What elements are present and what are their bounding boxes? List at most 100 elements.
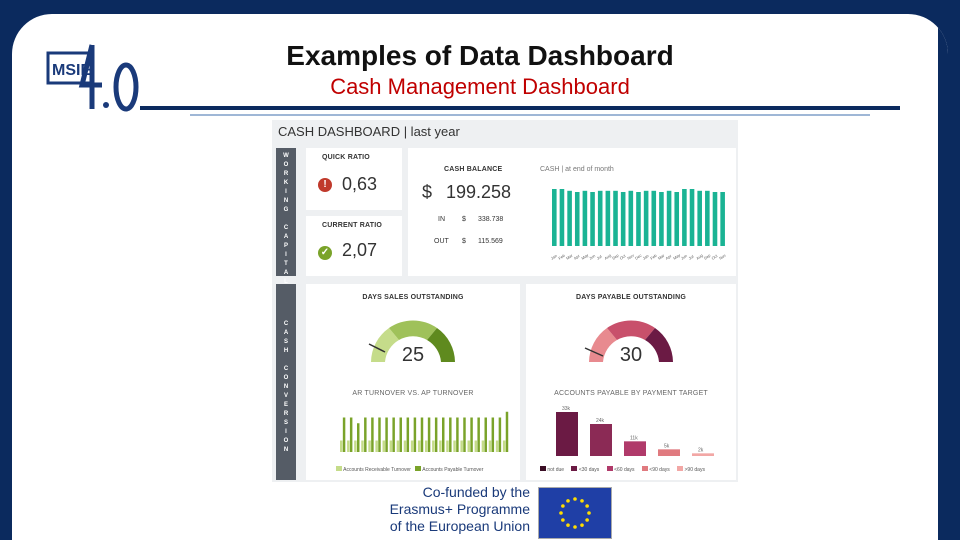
payable-data-label: 2k	[698, 447, 704, 453]
dpo-label: DAYS PAYABLE OUTSTANDING	[576, 294, 686, 301]
payable-data-label: 33k	[562, 406, 571, 412]
eu-flag-icon	[538, 487, 612, 539]
payable-chart: 33k 24k 11k 5k 2k	[556, 406, 714, 456]
eu-star	[566, 499, 570, 503]
ap-bar	[442, 417, 445, 452]
ar-bar	[439, 440, 442, 452]
ar-bar	[389, 440, 393, 452]
dso-card: DAYS SALES OUTSTANDING 25 AR TURNOVER VS…	[306, 284, 520, 480]
ar-bar	[474, 440, 478, 452]
payable-bar	[658, 449, 680, 456]
ap-bar	[413, 417, 417, 452]
sidebar-working-capital: W O R K I N G C A P I T A L	[276, 148, 296, 285]
frame-border	[938, 14, 948, 540]
cash-tick-label: Feb	[649, 252, 658, 260]
erasmus-line-1: Co-funded by the	[422, 484, 530, 500]
cash-balance-card: CASH BALANCE $ 199.258 IN $ 338.738 OUT …	[408, 148, 736, 276]
eu-star	[561, 518, 565, 522]
ap-bar	[491, 417, 495, 452]
cash-bar	[689, 189, 695, 246]
cash-in-currency: $	[462, 216, 466, 223]
quick-ratio-value: 0,63	[342, 174, 378, 194]
eu-star	[561, 504, 565, 508]
cash-tick-label: Jul	[596, 254, 603, 261]
legend-60: <60 days	[614, 467, 635, 473]
cash-bar	[682, 189, 687, 246]
cash-bar	[559, 189, 565, 246]
ap-bar	[371, 417, 374, 452]
slide-subtitle: Cash Management Dashboard	[330, 74, 630, 99]
legend-swatch-0	[540, 466, 546, 471]
dashboard-image: CASH DASHBOARD | last year W O R K I N G…	[272, 120, 738, 482]
cash-tick-label: Feb	[557, 252, 566, 260]
warning-icon: !	[318, 178, 332, 192]
ar-bar	[340, 440, 343, 452]
legend-swatch-ar	[336, 466, 342, 471]
dso-gauge	[368, 320, 455, 362]
erasmus-line-2: Erasmus+ Programme	[389, 501, 530, 517]
payable-bar	[624, 441, 646, 456]
legend-swatch-2	[606, 466, 613, 471]
cash-tick-label: Nov	[718, 253, 727, 261]
ar-bar	[410, 440, 414, 452]
cash-tick-label: Jun	[680, 253, 688, 261]
cash-tick-label: Aug	[695, 253, 704, 261]
legend-swatch-3	[641, 466, 648, 471]
cash-tick-label: May	[580, 252, 589, 260]
svg-text:MSIE: MSIE	[52, 62, 91, 79]
cash-bar	[720, 192, 725, 246]
ar-bar	[453, 440, 456, 452]
ap-bar	[342, 417, 346, 452]
ar-bar	[495, 440, 499, 452]
cash-in-value: 338.738	[478, 216, 504, 223]
dpo-gauge	[584, 320, 673, 362]
ap-bar	[477, 417, 480, 452]
ar-bar	[481, 440, 485, 452]
ar-bar	[432, 440, 435, 452]
cash-out-label: OUT	[434, 238, 449, 245]
cash-in-label: IN	[438, 216, 445, 223]
ar-bar	[488, 440, 492, 452]
cash-out-value: 115.569	[478, 238, 503, 245]
ar-bar	[425, 440, 428, 452]
current-ratio-label: CURRENT RATIO	[322, 222, 383, 229]
ap-bar	[427, 417, 431, 452]
cash-tick-label: May	[672, 252, 681, 260]
legend-swatch-1	[571, 466, 578, 471]
payable-legend: not due <30 days <60 days <90 days >90 d…	[540, 466, 705, 473]
ap-bar	[378, 417, 381, 452]
cash-balance-value: 199.258	[446, 182, 512, 202]
ap-bar	[456, 417, 459, 452]
current-ratio-card: CURRENT RATIO ✓ 2,07	[306, 216, 402, 276]
cash-chart-label: CASH | at end of month	[540, 166, 614, 173]
cash-bar	[651, 190, 657, 246]
cash-bar	[643, 190, 649, 246]
erasmus-text: Co-funded by the Erasmus+ Programme of t…	[370, 484, 530, 535]
sidebar-cash-conversion: C A S H C O N V E R S I O N	[276, 284, 296, 480]
slide-title: Examples of Data Dashboard	[286, 40, 674, 71]
payable-data-label: 5k	[664, 443, 670, 449]
cash-tick-label: Jan	[550, 253, 558, 261]
payable-bar	[590, 424, 612, 456]
check-icon: ✓	[318, 246, 332, 260]
cash-tick-label: Oct	[710, 253, 719, 261]
cash-tick-label: Sep	[703, 252, 712, 261]
eu-star	[566, 523, 570, 527]
cash-tick-label: Oct	[619, 253, 628, 261]
legend-90plus: >90 days	[684, 467, 705, 473]
cash-bar	[628, 190, 634, 246]
dashboard-heading: CASH DASHBOARD | last year	[278, 124, 460, 139]
ar-bar	[375, 440, 378, 452]
cash-bar	[613, 190, 618, 246]
eu-star	[585, 518, 589, 522]
dpo-value: 30	[619, 344, 643, 366]
cash-bar	[597, 190, 603, 246]
cash-tick-label: Sep	[611, 252, 620, 261]
quick-ratio-label: QUICK RATIO	[322, 154, 370, 161]
legend-90: <90 days	[649, 467, 670, 473]
cash-bar	[590, 192, 595, 246]
legend-ar: Accounts Receivable Turnover	[343, 467, 411, 473]
ap-bar	[357, 423, 360, 452]
cash-tick-label: Mar	[565, 252, 574, 260]
cash-tick-label: Apr	[573, 253, 582, 261]
